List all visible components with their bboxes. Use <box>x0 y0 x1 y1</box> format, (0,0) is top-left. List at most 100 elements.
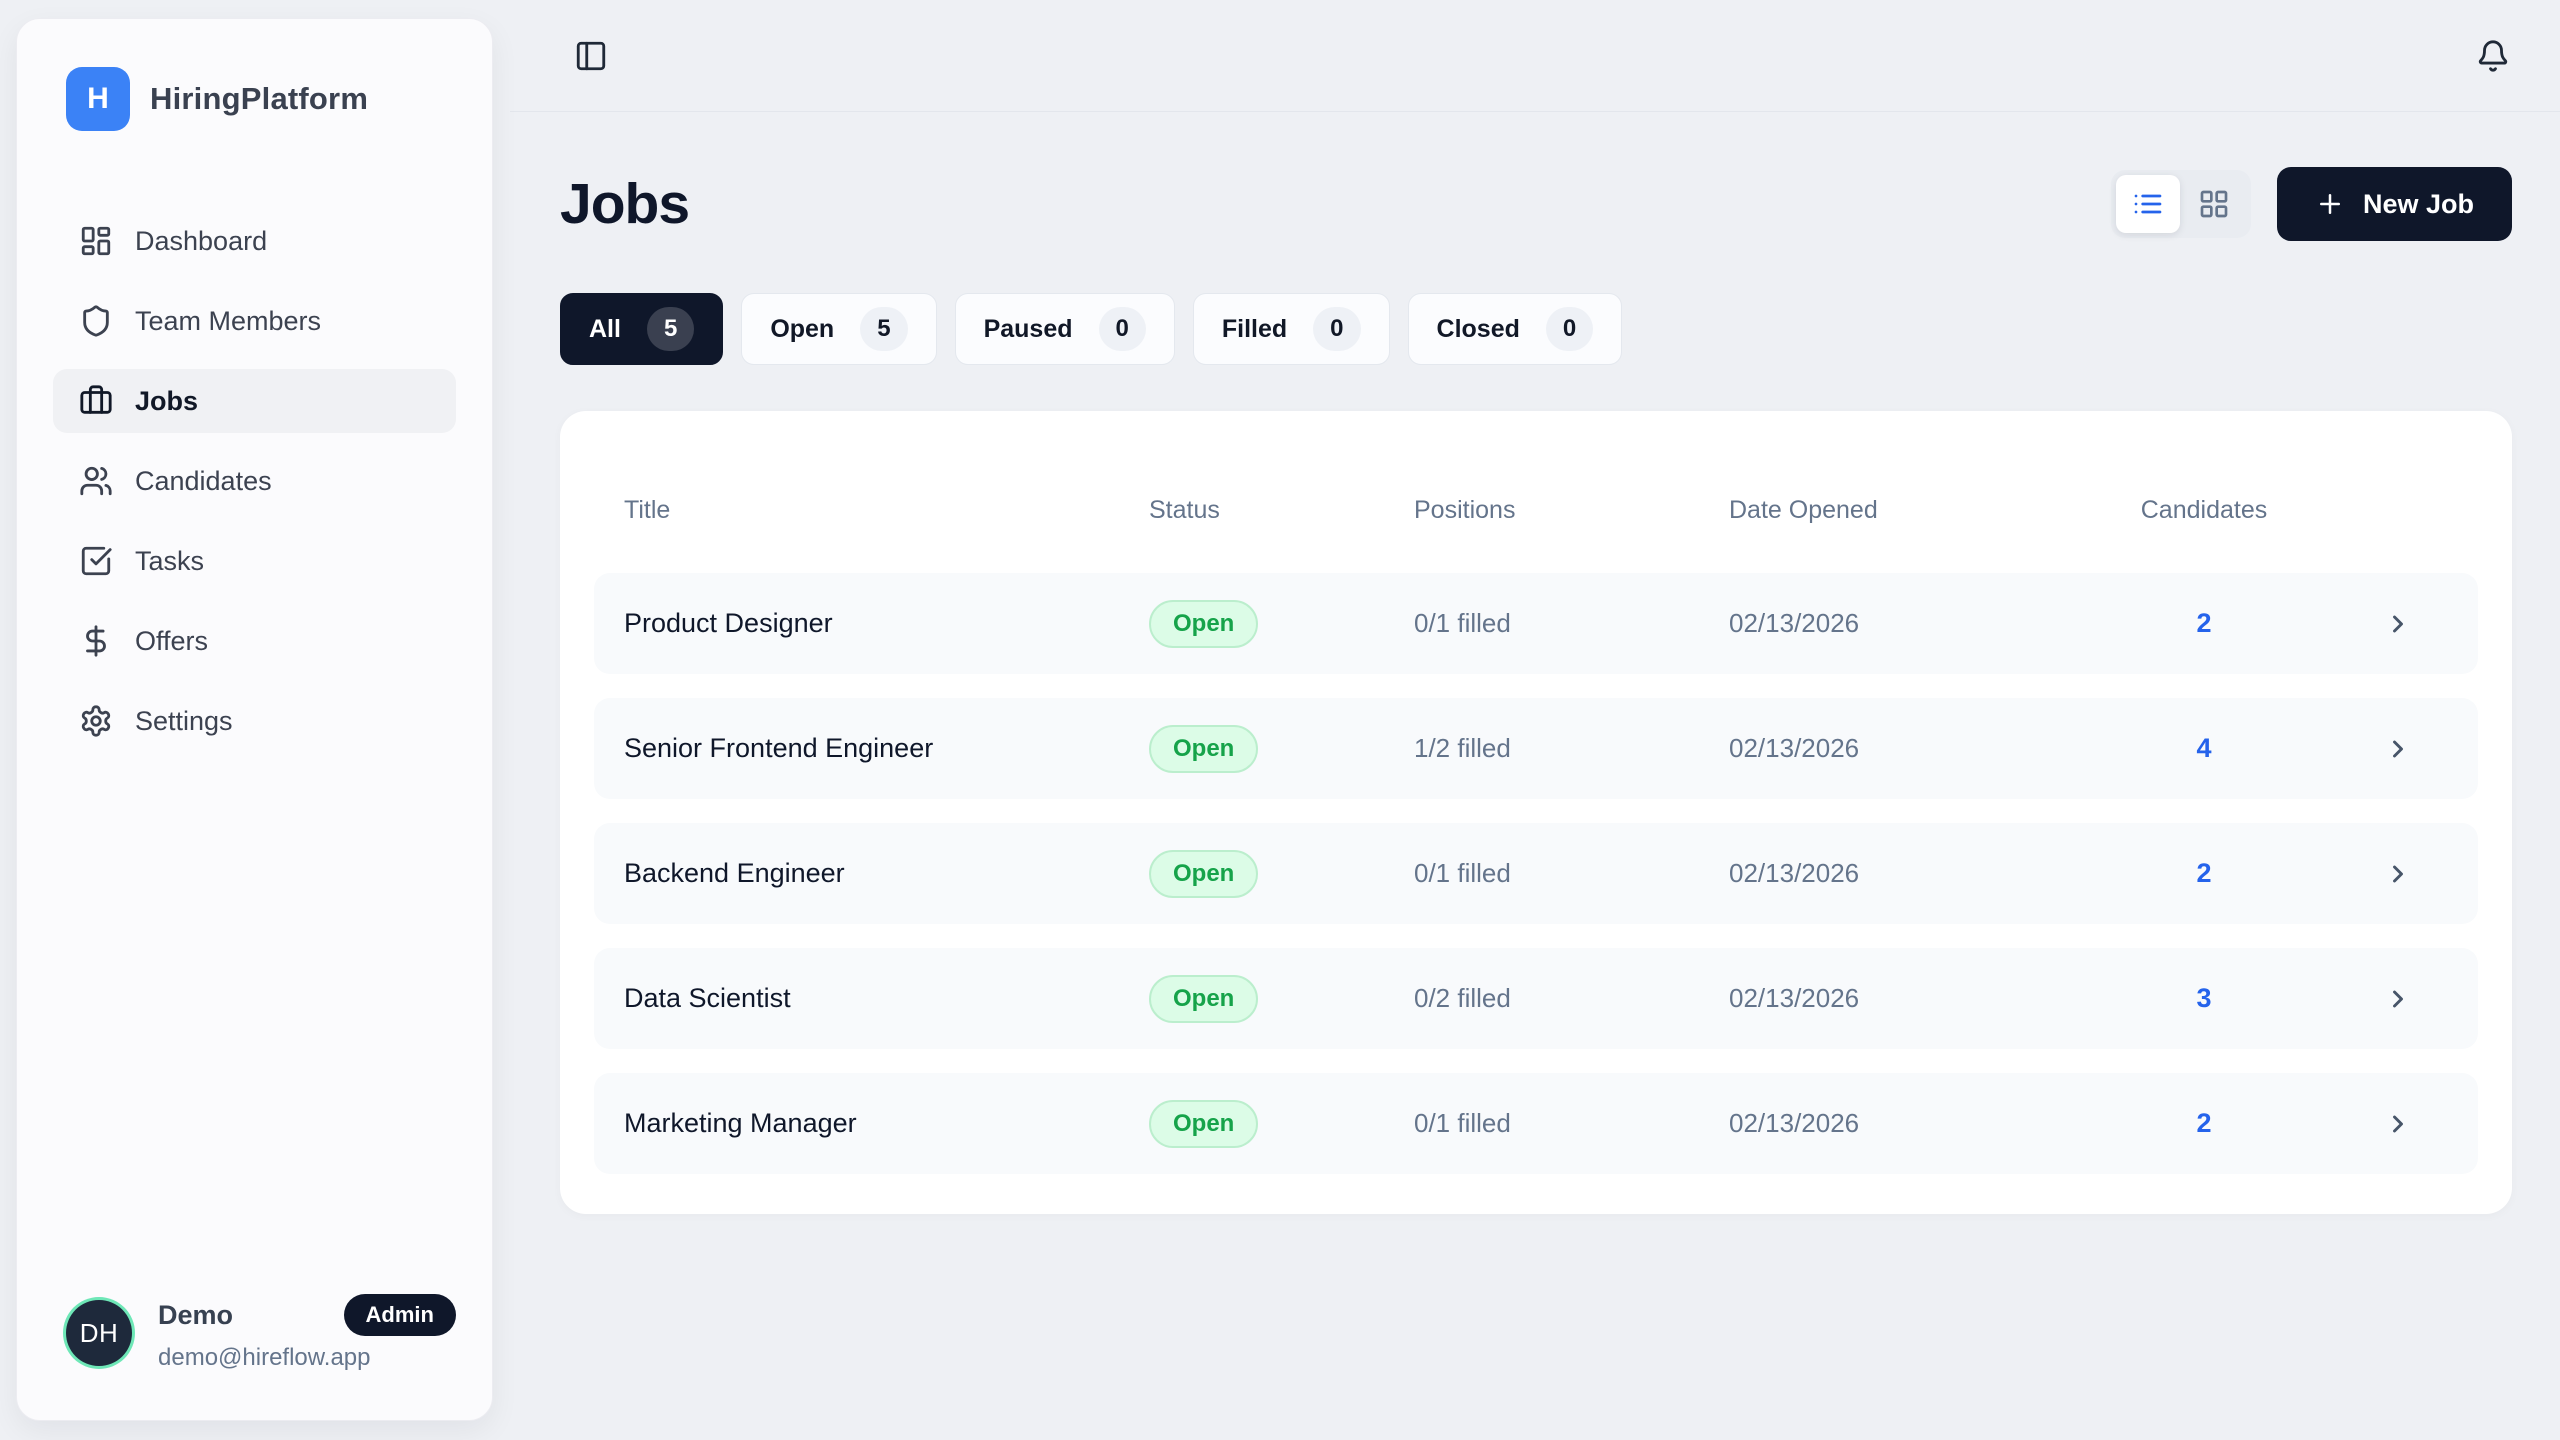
user-section[interactable]: DH Demo Admin demo@hireflow.app <box>66 1294 456 1372</box>
user-email: demo@hireflow.app <box>158 1344 371 1371</box>
jobs-table-card: Title Status Positions Date Opened Candi… <box>560 411 2512 1214</box>
header-actions: New Job <box>2110 167 2512 241</box>
positions-cell: 1/2 filled <box>1414 733 1511 763</box>
sidebar-item-label: Candidates <box>135 465 272 496</box>
filter-tab-open[interactable]: Open 5 <box>741 293 937 365</box>
chevron-right-icon[interactable] <box>2384 735 2412 763</box>
sidebar-item-tasks[interactable]: Tasks <box>53 529 456 593</box>
avatar-initials: DH <box>79 1317 119 1348</box>
sidebar-item-label: Tasks <box>135 545 205 576</box>
table-row[interactable]: Product Designer Open 0/1 filled 02/13/2… <box>594 573 2478 674</box>
job-title: Marketing Manager <box>624 1108 857 1138</box>
panel-left-icon <box>576 41 606 70</box>
sidebar-item-offers[interactable]: Offers <box>53 609 456 673</box>
status-badge: Open <box>1149 599 1259 648</box>
bell-icon <box>2478 40 2508 72</box>
candidates-count: 2 <box>2196 608 2212 638</box>
positions-cell: 0/1 filled <box>1414 608 1511 638</box>
list-view-button[interactable] <box>2115 175 2180 233</box>
chevron-right-icon[interactable] <box>2384 610 2412 638</box>
filter-tab-label: Filled <box>1221 314 1288 343</box>
date-opened-cell: 02/13/2026 <box>1729 608 1860 638</box>
sidebar-item-settings[interactable]: Settings <box>53 689 456 753</box>
job-title: Product Designer <box>624 608 833 638</box>
sidebar-item-jobs[interactable]: Jobs <box>53 369 456 433</box>
table-row[interactable]: Backend Engineer Open 0/1 filled 02/13/2… <box>594 823 2478 924</box>
job-title: Backend Engineer <box>624 858 845 888</box>
grid-view-button[interactable] <box>2182 175 2246 233</box>
sidebar-item-label: Jobs <box>135 385 199 416</box>
chevron-right-icon[interactable] <box>2384 1110 2412 1138</box>
gear-icon <box>81 705 111 737</box>
new-job-label: New Job <box>2362 188 2474 219</box>
list-icon <box>2134 194 2162 214</box>
candidates-count: 2 <box>2196 1108 2212 1138</box>
table-row[interactable]: Data Scientist Open 0/2 filled 02/13/202… <box>594 948 2478 1049</box>
filter-tab-all[interactable]: All 5 <box>560 293 724 365</box>
user-name: Demo <box>158 1299 234 1330</box>
filter-tab-count: 5 <box>646 307 695 351</box>
chevron-right-icon[interactable] <box>2384 860 2412 888</box>
sidebar-item-candidates[interactable]: Candidates <box>53 449 456 513</box>
view-toggle <box>2110 170 2251 238</box>
brand: H HiringPlatform <box>66 67 456 131</box>
filter-tab-paused[interactable]: Paused 0 <box>954 293 1175 365</box>
shield-icon <box>83 305 109 337</box>
page-header: Jobs New Job <box>560 167 2512 241</box>
plus-icon <box>2319 194 2340 214</box>
table-body: Product Designer Open 0/1 filled 02/13/2… <box>594 573 2478 1174</box>
sidebar-item-label: Settings <box>135 705 233 736</box>
sidebar-nav: Dashboard Team Members Jobs Candidates T… <box>53 209 456 753</box>
role-badge: Admin <box>343 1294 456 1336</box>
sidebar: H HiringPlatform Dashboard Team Members … <box>16 18 493 1421</box>
main-area: Jobs New Job All 5 <box>510 0 2560 1440</box>
status-badge: Open <box>1149 974 1259 1023</box>
filter-tab-closed[interactable]: Closed 0 <box>1407 293 1623 365</box>
status-badge: Open <box>1149 849 1259 898</box>
table-header: Title Status Positions Date Opened Candi… <box>594 447 2478 573</box>
layout-dashboard-icon <box>81 226 111 256</box>
date-opened-cell: 02/13/2026 <box>1729 1108 1860 1138</box>
topbar <box>510 0 2560 112</box>
status-badge: Open <box>1149 1099 1259 1148</box>
user-info: Demo Admin demo@hireflow.app <box>158 1294 456 1372</box>
sidebar-item-dashboard[interactable]: Dashboard <box>53 209 456 273</box>
candidates-count: 4 <box>2196 733 2212 763</box>
column-header-date-opened: Date Opened <box>1729 495 1878 524</box>
candidates-count: 3 <box>2196 983 2212 1013</box>
brand-logo-letter: H <box>87 82 109 115</box>
candidates-count: 2 <box>2196 858 2212 888</box>
dollar-sign-icon <box>86 625 106 657</box>
brand-logo: H <box>66 67 130 131</box>
date-opened-cell: 02/13/2026 <box>1729 858 1860 888</box>
filter-tab-filled[interactable]: Filled 0 <box>1192 293 1390 365</box>
sidebar-item-label: Team Members <box>135 305 322 336</box>
date-opened-cell: 02/13/2026 <box>1729 983 1860 1013</box>
filter-tab-label: Open <box>770 314 835 343</box>
column-header-candidates: Candidates <box>2140 495 2268 524</box>
filter-tab-count: 5 <box>860 307 908 351</box>
filter-tab-label: All <box>589 314 621 343</box>
avatar: DH <box>66 1300 132 1366</box>
sidebar-item-label: Offers <box>135 625 209 656</box>
filter-tab-label: Paused <box>983 314 1073 343</box>
column-header-positions: Positions <box>1414 495 1516 524</box>
briefcase-icon <box>80 385 112 414</box>
column-header-title: Title <box>624 495 671 524</box>
status-filter-tabs: All 5 Open 5 Paused 0 Filled 0 Closed 0 <box>560 293 2512 365</box>
grid-icon <box>2200 190 2228 218</box>
column-header-status: Status <box>1149 495 1220 524</box>
notifications-button[interactable] <box>2476 39 2510 73</box>
filter-tab-count: 0 <box>1545 307 1594 351</box>
sidebar-toggle-button[interactable] <box>574 39 608 73</box>
date-opened-cell: 02/13/2026 <box>1729 733 1860 763</box>
table-row[interactable]: Marketing Manager Open 0/1 filled 02/13/… <box>594 1073 2478 1174</box>
new-job-button[interactable]: New Job <box>2276 167 2512 241</box>
positions-cell: 0/1 filled <box>1414 858 1511 888</box>
table-row[interactable]: Senior Frontend Engineer Open 1/2 filled… <box>594 698 2478 799</box>
sidebar-item-team-members[interactable]: Team Members <box>53 289 456 353</box>
page-content: Jobs New Job All 5 <box>510 112 2560 1214</box>
sidebar-item-label: Dashboard <box>135 225 268 256</box>
users-icon <box>80 466 112 496</box>
chevron-right-icon[interactable] <box>2384 985 2412 1013</box>
